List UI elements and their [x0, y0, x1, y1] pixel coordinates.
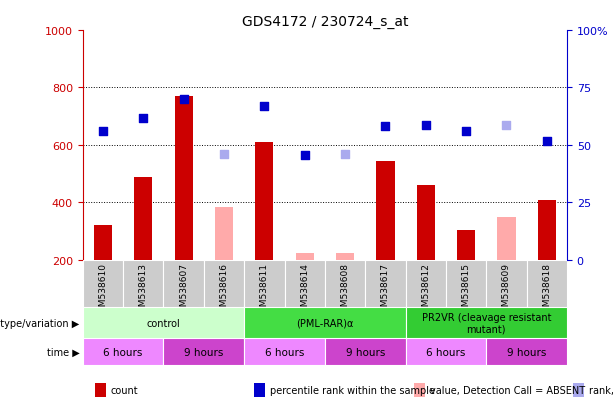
- Point: [542, 138, 552, 145]
- Bar: [497, 217, 516, 260]
- Bar: [406, 308, 567, 339]
- Bar: [486, 260, 527, 308]
- Point: [381, 123, 390, 130]
- Bar: [134, 177, 153, 260]
- Text: 9 hours: 9 hours: [346, 347, 385, 357]
- Bar: [406, 260, 446, 308]
- Text: 9 hours: 9 hours: [507, 347, 546, 357]
- Text: 9 hours: 9 hours: [184, 347, 224, 357]
- Bar: [254, 383, 265, 397]
- Title: GDS4172 / 230724_s_at: GDS4172 / 230724_s_at: [242, 14, 408, 28]
- Text: GSM538614: GSM538614: [300, 263, 309, 317]
- Text: 6 hours: 6 hours: [265, 347, 304, 357]
- Bar: [365, 260, 406, 308]
- Point: [461, 128, 471, 135]
- Bar: [486, 339, 567, 366]
- Point: [219, 151, 229, 157]
- Bar: [255, 143, 273, 260]
- Point: [259, 104, 269, 110]
- Text: GSM538612: GSM538612: [421, 263, 430, 317]
- Bar: [573, 383, 584, 397]
- Text: rank, Detection Call = ABSENT: rank, Detection Call = ABSENT: [589, 385, 613, 395]
- Bar: [164, 260, 204, 308]
- Bar: [83, 339, 164, 366]
- Text: (PML-RAR)α: (PML-RAR)α: [296, 318, 354, 328]
- Point: [179, 96, 189, 103]
- Bar: [295, 253, 314, 260]
- Text: GSM538617: GSM538617: [381, 263, 390, 318]
- Bar: [414, 383, 425, 397]
- Bar: [83, 260, 123, 308]
- Text: GSM538610: GSM538610: [99, 263, 107, 318]
- Bar: [336, 253, 354, 260]
- Text: GSM538618: GSM538618: [543, 263, 551, 318]
- Bar: [406, 339, 486, 366]
- Bar: [244, 308, 406, 339]
- Point: [98, 128, 108, 135]
- Point: [421, 122, 431, 129]
- Bar: [446, 260, 486, 308]
- Text: time ▶: time ▶: [47, 347, 80, 357]
- Bar: [376, 161, 395, 260]
- Text: 6 hours: 6 hours: [104, 347, 143, 357]
- Point: [501, 122, 511, 129]
- Text: control: control: [147, 318, 180, 328]
- Text: genotype/variation ▶: genotype/variation ▶: [0, 318, 80, 328]
- Point: [139, 115, 148, 122]
- Point: [340, 151, 350, 157]
- Text: GSM538608: GSM538608: [341, 263, 349, 318]
- Bar: [164, 339, 244, 366]
- Bar: [83, 308, 244, 339]
- Bar: [325, 339, 406, 366]
- Bar: [457, 230, 475, 260]
- Text: GSM538613: GSM538613: [139, 263, 148, 318]
- Bar: [284, 260, 325, 308]
- Bar: [527, 260, 567, 308]
- Bar: [95, 383, 106, 397]
- Text: GSM538609: GSM538609: [502, 263, 511, 318]
- Text: GSM538611: GSM538611: [260, 263, 269, 318]
- Bar: [123, 260, 164, 308]
- Text: count: count: [111, 385, 139, 395]
- Point: [300, 152, 310, 159]
- Text: 6 hours: 6 hours: [426, 347, 466, 357]
- Bar: [417, 186, 435, 260]
- Text: PR2VR (cleavage resistant
mutant): PR2VR (cleavage resistant mutant): [422, 312, 551, 334]
- Text: percentile rank within the sample: percentile rank within the sample: [270, 385, 435, 395]
- Bar: [244, 339, 325, 366]
- Bar: [244, 260, 284, 308]
- Bar: [94, 226, 112, 260]
- Bar: [325, 260, 365, 308]
- Text: GSM538616: GSM538616: [219, 263, 229, 318]
- Text: value, Detection Call = ABSENT: value, Detection Call = ABSENT: [430, 385, 585, 395]
- Text: GSM538607: GSM538607: [179, 263, 188, 318]
- Bar: [538, 200, 556, 260]
- Bar: [204, 260, 244, 308]
- Bar: [175, 97, 192, 260]
- Text: GSM538615: GSM538615: [462, 263, 471, 318]
- Bar: [215, 207, 233, 260]
